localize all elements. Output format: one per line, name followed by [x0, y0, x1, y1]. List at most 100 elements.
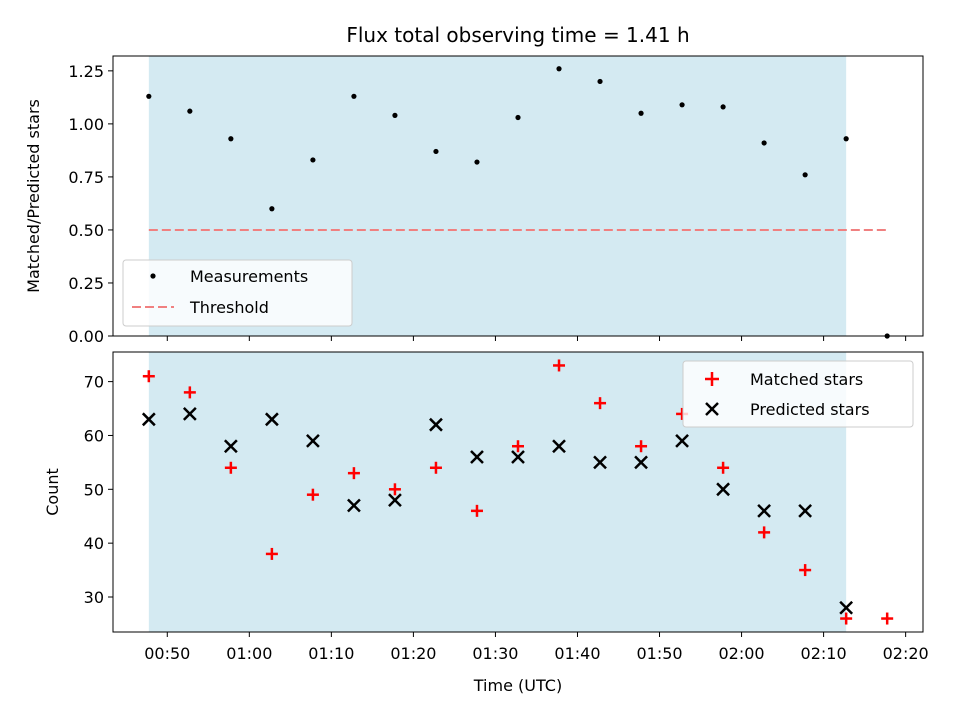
- matched-stars-point: [429, 461, 442, 474]
- bottom-panel: 30 40 50 60 70 00:50 01:00 01:10 01:20 01:30 01:4…: [43, 351, 929, 695]
- x-axis-label: Time (UTC): [473, 676, 562, 695]
- x-tick-label: 01:10: [308, 644, 354, 663]
- y-tick-label: 0.75: [68, 168, 104, 187]
- measurement-point: [761, 140, 767, 146]
- predicted-stars-point: [593, 455, 607, 470]
- y-tick-label: 40: [84, 534, 104, 553]
- predicted-stars-point: [634, 455, 648, 470]
- predicted-stars-point: [388, 493, 402, 507]
- predicted-stars-point: [182, 407, 197, 421]
- measurement-point: [187, 108, 193, 114]
- matched-stars-point: [758, 526, 771, 539]
- predicted-stars-point: [839, 600, 854, 615]
- matched-stars-point: [265, 547, 278, 560]
- top-panel-frame: [112, 55, 924, 337]
- y-tick-label: 0.25: [68, 274, 104, 293]
- matched-stars-point: [512, 440, 524, 453]
- x-tick-label: 01:40: [554, 644, 600, 663]
- predicted-stars-point: [470, 450, 484, 464]
- x-tick-label: 02:00: [719, 644, 765, 663]
- matched-stars-point: [553, 359, 566, 372]
- matched-stars-point: [183, 386, 196, 399]
- measurement-point: [556, 66, 562, 72]
- y-tick-label: 60: [84, 426, 104, 445]
- bottom-legend: Matched stars Predicted stars: [682, 360, 914, 428]
- top-legend: Measurements Threshold: [122, 259, 353, 327]
- count-points: [141, 359, 894, 625]
- x-tick-label: 01:30: [472, 644, 518, 663]
- matched-stars-point: [224, 461, 237, 474]
- predicted-stars-point: [141, 412, 156, 427]
- bottom-panel-frame: [112, 351, 924, 633]
- measurement-point: [515, 114, 521, 121]
- x-tick-label: 02:20: [883, 644, 929, 663]
- predicted-stars-point: [552, 439, 566, 454]
- measurement-point: [843, 136, 849, 142]
- predicted-stars-point: [347, 498, 361, 513]
- predicted-stars-point: [511, 450, 525, 464]
- measurement-points: [146, 66, 890, 339]
- legend-matched-marker: [705, 372, 719, 386]
- measurement-point: [597, 78, 603, 85]
- y-tick-label: 30: [84, 588, 104, 607]
- matched-stars-point: [799, 564, 812, 577]
- measurement-point: [802, 172, 808, 178]
- predicted-stars-point: [675, 433, 689, 448]
- measurement-point: [474, 159, 480, 165]
- predicted-stars-point: [264, 412, 279, 427]
- x-tick-label: 00:50: [144, 644, 190, 663]
- legend-predicted-label: Predicted stars: [750, 400, 870, 419]
- legend-threshold-label: Threshold: [189, 298, 269, 317]
- predicted-stars-point: [223, 439, 238, 454]
- predicted-stars-point: [798, 503, 813, 518]
- measurement-point: [146, 93, 152, 99]
- matched-stars-point: [594, 397, 607, 410]
- legend-measurements-marker: [150, 273, 156, 279]
- y-tick-label: 1.25: [68, 62, 104, 81]
- matched-stars-point: [840, 612, 853, 625]
- top-x-ticks: [166, 336, 907, 341]
- matched-stars-point: [142, 370, 155, 383]
- legend-predicted-marker: [705, 402, 719, 416]
- legend-measurements-label: Measurements: [190, 267, 308, 286]
- x-tick-label: 01:50: [636, 644, 682, 663]
- y-tick-label: 50: [84, 480, 104, 499]
- measurement-point: [351, 93, 357, 99]
- matched-stars-point: [306, 488, 319, 501]
- measurement-point: [392, 112, 398, 118]
- matched-stars-point: [470, 504, 483, 517]
- predicted-stars-point: [306, 433, 320, 448]
- top-legend-box: [122, 259, 353, 327]
- bottom-x-ticks: 00:50 01:00 01:10 01:20 01:30 01:40 01:50 02:00…: [144, 632, 929, 663]
- matched-stars-point: [717, 461, 730, 474]
- bottom-y-axis-label: Count: [43, 468, 62, 516]
- bottom-legend-box: [682, 360, 914, 428]
- measurement-point: [638, 110, 644, 116]
- measurement-point: [679, 102, 685, 108]
- top-y-ticks: 0.00 0.25 0.50 0.75 1.00 1.25: [68, 62, 113, 346]
- measurement-point: [269, 206, 275, 212]
- predicted-stars-point: [429, 417, 443, 432]
- y-tick-label: 1.00: [68, 115, 104, 134]
- legend-matched-label: Matched stars: [750, 370, 863, 389]
- predicted-stars-point: [757, 503, 772, 518]
- x-tick-label: 02:10: [801, 644, 847, 663]
- measurement-point: [433, 148, 439, 155]
- bottom-y-ticks: 30 40 50 60 70: [84, 373, 113, 607]
- top-y-axis-label: Matched/Predicted stars: [24, 99, 43, 293]
- chart-title: Flux total observing time = 1.41 h: [346, 23, 689, 47]
- x-tick-label: 01:00: [226, 644, 272, 663]
- measurement-point: [720, 104, 726, 110]
- y-tick-label: 0.00: [68, 327, 104, 346]
- x-tick-label: 01:20: [390, 644, 436, 663]
- measurement-point: [310, 157, 316, 163]
- y-tick-label: 70: [84, 373, 104, 392]
- predicted-stars-point: [716, 482, 730, 497]
- measurement-point: [228, 136, 234, 142]
- matched-stars-point: [388, 483, 401, 496]
- matched-stars-point: [347, 467, 360, 480]
- matched-stars-point: [881, 612, 894, 625]
- matched-stars-point: [635, 440, 648, 453]
- y-tick-label: 0.50: [68, 221, 104, 240]
